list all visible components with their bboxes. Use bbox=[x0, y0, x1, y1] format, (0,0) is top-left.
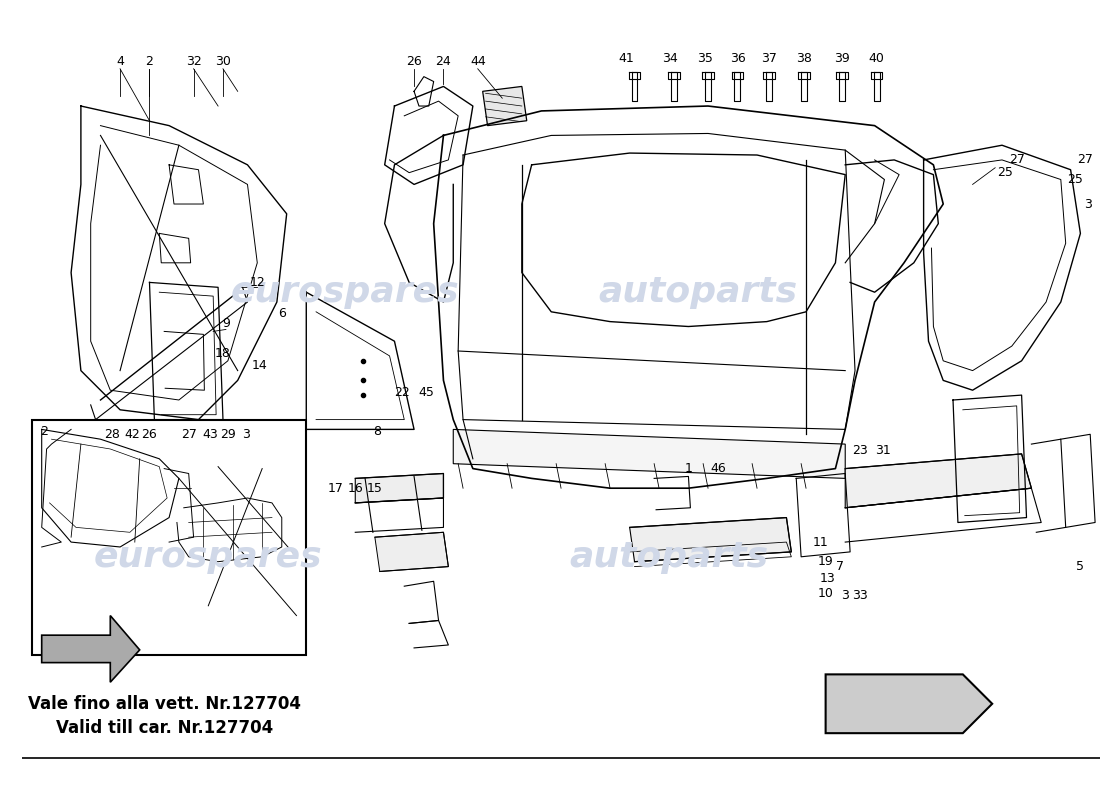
Text: 18: 18 bbox=[214, 347, 231, 361]
Text: Valid till car. Nr.127704: Valid till car. Nr.127704 bbox=[56, 719, 273, 738]
Polygon shape bbox=[355, 474, 443, 503]
Text: 31: 31 bbox=[874, 445, 890, 458]
Text: 46: 46 bbox=[710, 462, 726, 475]
Text: 41: 41 bbox=[619, 53, 635, 66]
Polygon shape bbox=[826, 674, 992, 733]
Bar bbox=[32, 419, 306, 654]
Text: 30: 30 bbox=[214, 55, 231, 69]
Text: 25: 25 bbox=[997, 166, 1013, 179]
Text: 32: 32 bbox=[186, 55, 201, 69]
Text: Vale fino alla vett. Nr.127704: Vale fino alla vett. Nr.127704 bbox=[28, 694, 300, 713]
Text: 17: 17 bbox=[328, 482, 343, 494]
Text: 10: 10 bbox=[817, 586, 834, 599]
Polygon shape bbox=[845, 454, 1032, 508]
Polygon shape bbox=[42, 615, 140, 682]
Text: 40: 40 bbox=[869, 53, 884, 66]
Text: 14: 14 bbox=[252, 359, 267, 372]
Text: 36: 36 bbox=[730, 53, 746, 66]
Text: 3: 3 bbox=[242, 428, 250, 441]
Text: 26: 26 bbox=[406, 55, 422, 69]
Text: 5: 5 bbox=[1077, 560, 1085, 573]
Text: 29: 29 bbox=[220, 428, 235, 441]
Text: 22: 22 bbox=[395, 386, 410, 398]
Text: 11: 11 bbox=[813, 535, 828, 549]
Text: 2: 2 bbox=[145, 55, 153, 69]
Text: 16: 16 bbox=[348, 482, 363, 494]
Text: 24: 24 bbox=[436, 55, 451, 69]
Text: 13: 13 bbox=[820, 572, 836, 585]
Text: 33: 33 bbox=[852, 590, 868, 602]
Text: 38: 38 bbox=[796, 53, 812, 66]
Text: eurospares: eurospares bbox=[94, 540, 322, 574]
Text: 27: 27 bbox=[180, 428, 197, 441]
Text: 43: 43 bbox=[202, 428, 218, 441]
Text: 3: 3 bbox=[1085, 198, 1092, 210]
Text: autoparts: autoparts bbox=[570, 540, 769, 574]
Text: 9: 9 bbox=[222, 317, 230, 330]
Text: 7: 7 bbox=[836, 560, 845, 573]
Text: 15: 15 bbox=[367, 482, 383, 494]
Text: 3: 3 bbox=[842, 590, 849, 602]
Text: 39: 39 bbox=[835, 53, 850, 66]
Polygon shape bbox=[375, 532, 449, 571]
Text: 8: 8 bbox=[373, 425, 381, 438]
Text: 26: 26 bbox=[142, 428, 157, 441]
Text: 44: 44 bbox=[470, 55, 485, 69]
Text: 28: 28 bbox=[104, 428, 120, 441]
Polygon shape bbox=[629, 518, 791, 562]
Polygon shape bbox=[483, 86, 527, 126]
Text: 45: 45 bbox=[418, 386, 433, 398]
Text: 12: 12 bbox=[250, 276, 265, 289]
Text: 27: 27 bbox=[1009, 154, 1024, 166]
Text: 34: 34 bbox=[662, 53, 678, 66]
Text: 1: 1 bbox=[684, 462, 692, 475]
Text: 2: 2 bbox=[40, 425, 47, 438]
Polygon shape bbox=[453, 430, 845, 478]
Text: 4: 4 bbox=[117, 55, 124, 69]
Text: 6: 6 bbox=[278, 307, 286, 320]
Text: 25: 25 bbox=[1068, 173, 1084, 186]
Text: 37: 37 bbox=[761, 53, 777, 66]
Text: 19: 19 bbox=[817, 555, 834, 568]
Text: 23: 23 bbox=[852, 445, 868, 458]
Text: 42: 42 bbox=[124, 428, 140, 441]
Text: 35: 35 bbox=[697, 53, 713, 66]
Text: autoparts: autoparts bbox=[598, 275, 798, 310]
Text: eurospares: eurospares bbox=[231, 275, 460, 310]
Text: 27: 27 bbox=[1077, 154, 1093, 166]
